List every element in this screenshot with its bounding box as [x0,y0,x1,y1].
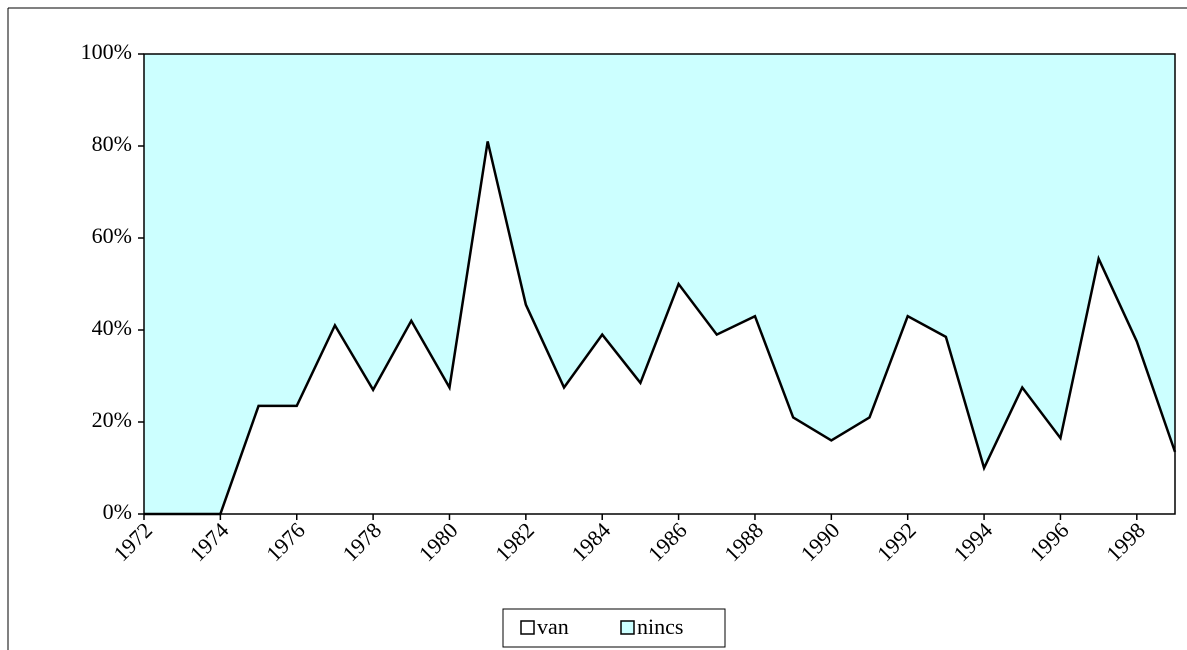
x-tick-label: 1972 [108,517,157,566]
area [144,54,1175,514]
legend-label: nincs [637,614,683,639]
x-tick-label: 1984 [567,517,616,566]
legend-box [502,608,726,648]
y-tick-label: 100% [81,39,132,64]
y-tick-label: 40% [92,315,132,340]
y-tick-label: 60% [92,223,132,248]
x-tick-label: 1980 [414,517,463,566]
x-tick-label: 1998 [1101,517,1150,566]
legend-label: van [537,614,569,639]
legend-swatch [620,620,635,635]
legend-swatch [520,620,535,635]
x-tick-label: 1992 [872,517,921,566]
y-tick-label: 20% [92,407,132,432]
x-tick-label: 1978 [337,517,386,566]
area [144,141,1175,514]
x-tick-label: 1994 [948,517,997,566]
x-tick-label: 1986 [643,517,692,566]
area-line [144,141,1177,516]
y-tick-label: 0% [103,499,132,524]
x-tick-label: 1988 [719,517,768,566]
plot-border [143,53,1176,515]
x-tick-label: 1982 [490,517,539,566]
x-tick-label: 1976 [261,517,310,566]
x-tick-label: 1990 [796,517,845,566]
x-tick-label: 1996 [1025,517,1074,566]
y-tick-label: 80% [92,131,132,156]
x-tick-label: 1974 [185,517,234,566]
